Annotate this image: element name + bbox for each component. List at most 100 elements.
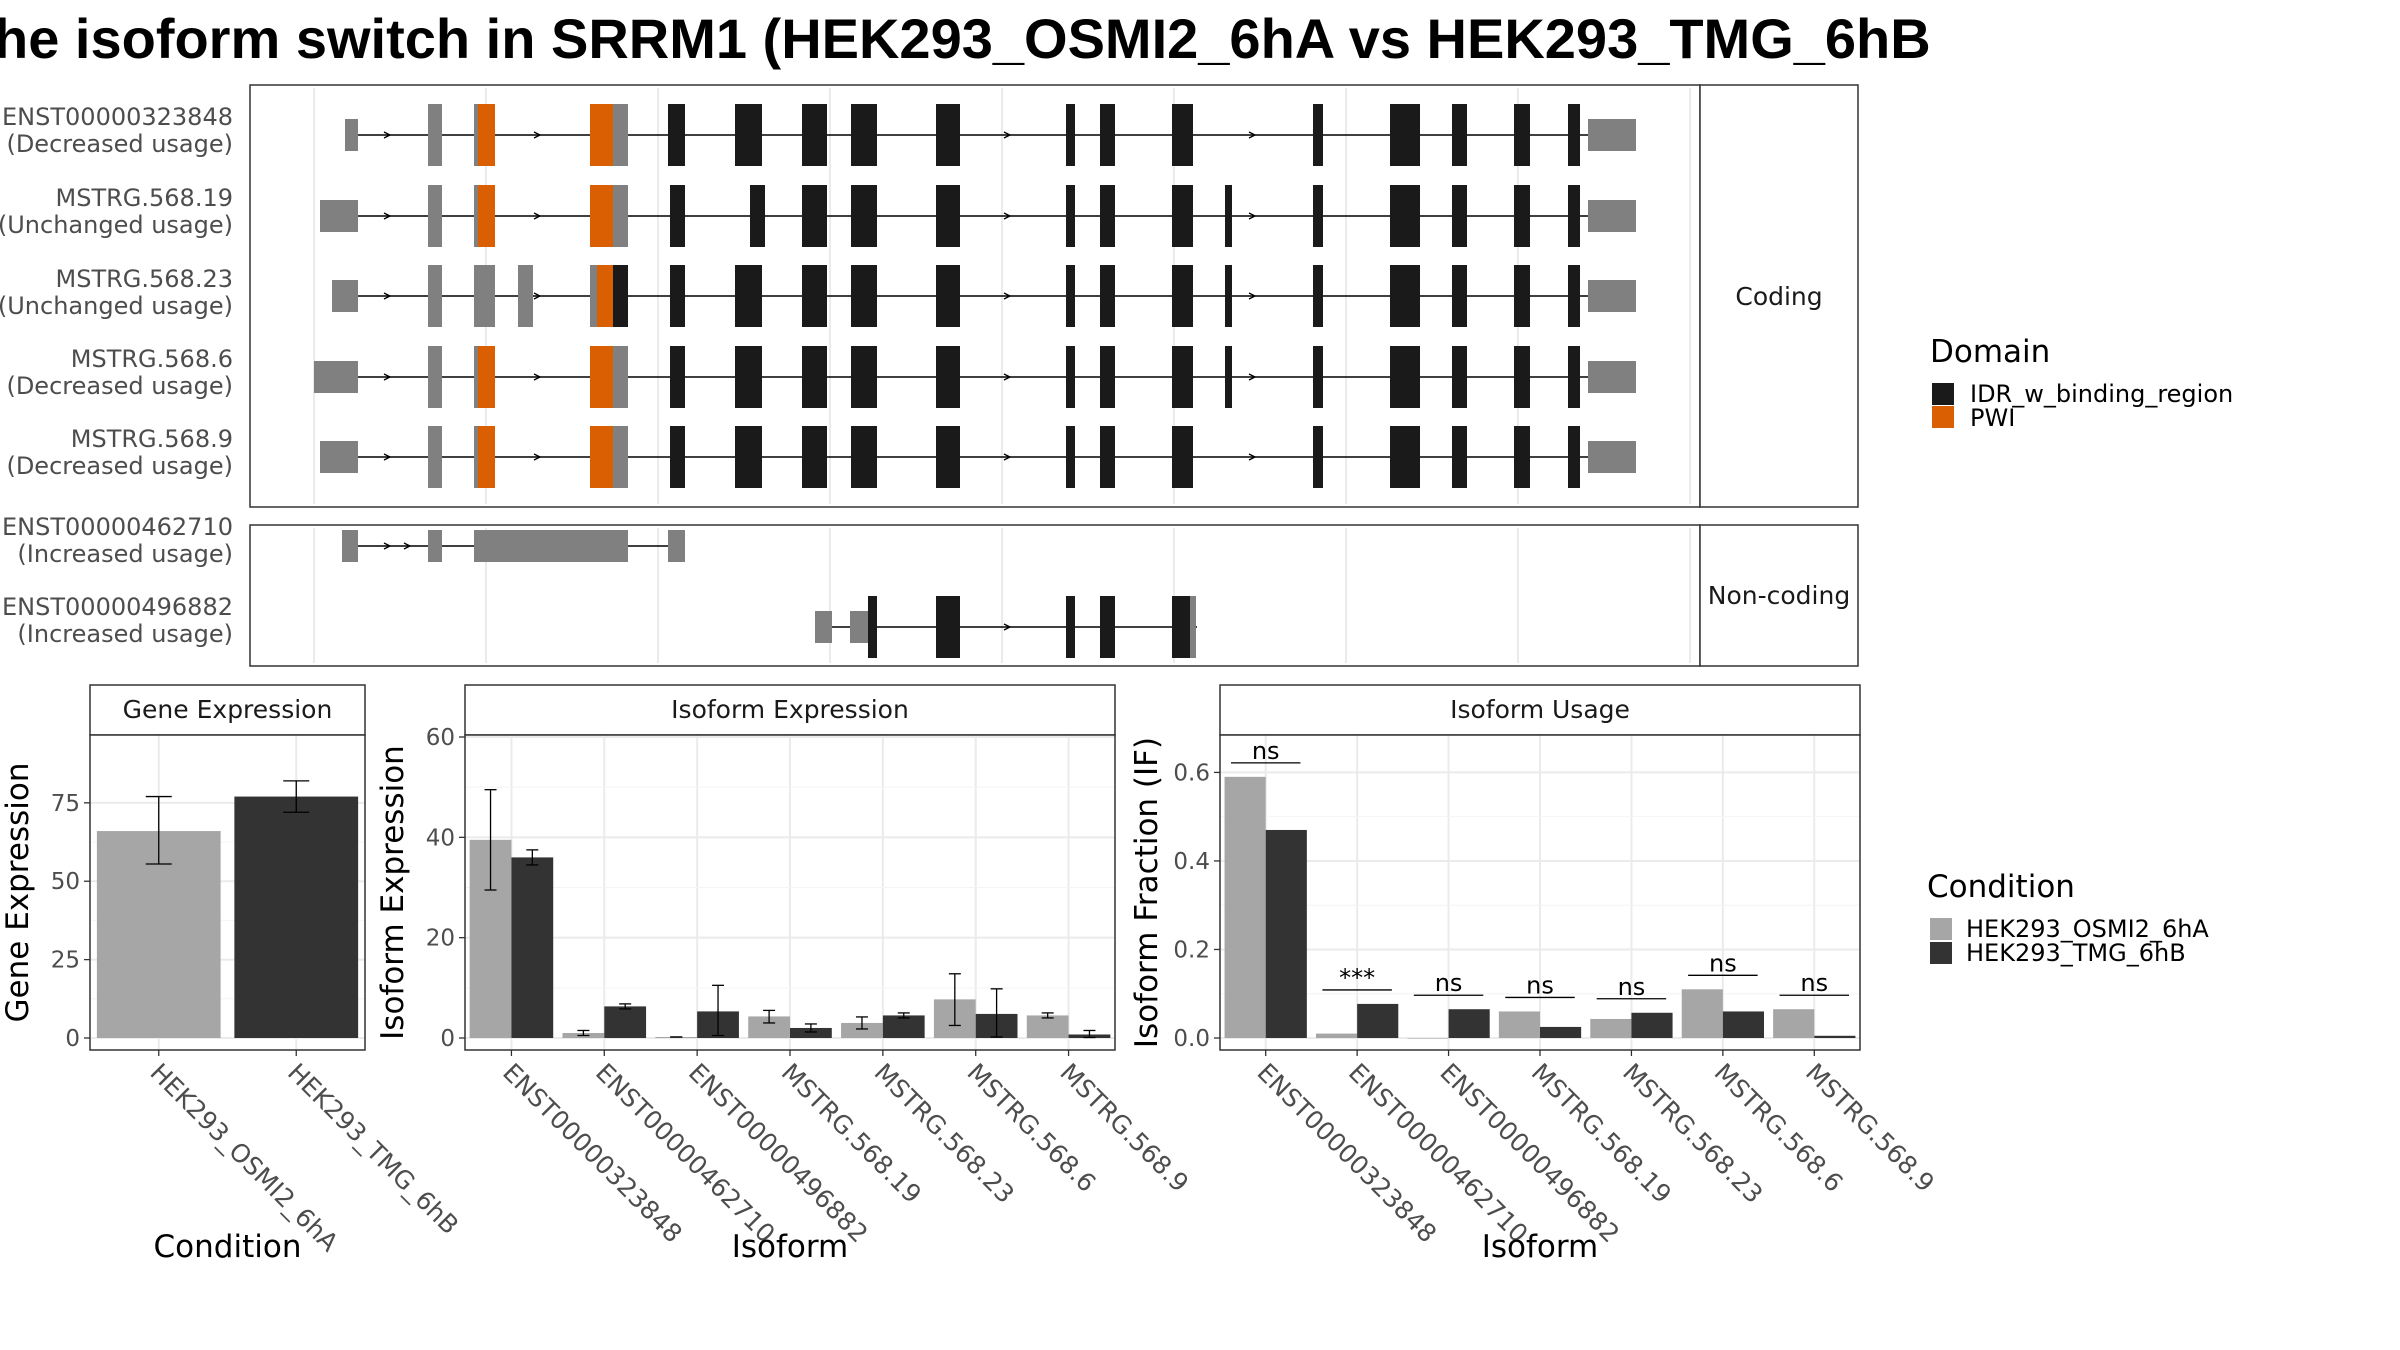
idr-domain-exon bbox=[1514, 346, 1530, 408]
transcript-usage-label: (Decreased usage) bbox=[6, 372, 233, 400]
bar bbox=[1814, 1035, 1856, 1038]
pwi-domain-exon bbox=[478, 346, 495, 408]
legend-swatch-cond-b bbox=[1930, 942, 1952, 964]
legend-label-idr: IDR_w_binding_region bbox=[1970, 380, 2233, 408]
utr-exon bbox=[815, 611, 832, 643]
idr-domain-exon bbox=[1568, 346, 1580, 408]
idr-domain-exon bbox=[1100, 426, 1115, 488]
intron-arrow bbox=[383, 373, 392, 381]
idr-domain-exon bbox=[1514, 265, 1530, 327]
intron-arrow bbox=[383, 292, 392, 300]
y-tick-label: 0.0 bbox=[1173, 1026, 1210, 1052]
idr-domain-exon bbox=[1390, 346, 1420, 408]
bar bbox=[1316, 1033, 1358, 1038]
idr-domain-exon bbox=[851, 104, 877, 166]
idr-domain-exon bbox=[1568, 185, 1580, 247]
bar bbox=[96, 831, 221, 1038]
utr-exon bbox=[613, 104, 628, 166]
significance-label: ns bbox=[1800, 969, 1828, 997]
idr-domain-exon bbox=[1452, 185, 1467, 247]
idr-domain-exon bbox=[1100, 104, 1115, 166]
intron-arrow bbox=[533, 453, 542, 461]
transcript-id-label: ENST00000462710 bbox=[2, 513, 233, 541]
bar bbox=[1631, 1012, 1673, 1038]
transcript-id-label: MSTRG.568.19 bbox=[56, 184, 233, 212]
utr-exon bbox=[474, 426, 478, 488]
transcript-structure-5 bbox=[342, 530, 685, 562]
transcript-usage-label: (Decreased usage) bbox=[6, 130, 233, 158]
utr-exon bbox=[428, 426, 442, 488]
idr-domain-exon bbox=[735, 426, 762, 488]
intron-arrow bbox=[533, 131, 542, 139]
utr-exon bbox=[474, 346, 478, 408]
intron-arrow bbox=[1003, 373, 1012, 381]
utr-exon bbox=[474, 185, 478, 247]
chart-strip-title: Gene Expression bbox=[123, 695, 333, 724]
transcript-usage-label: (Increased usage) bbox=[17, 540, 233, 568]
y-tick-label: 0.2 bbox=[1173, 937, 1210, 963]
idr-domain-exon bbox=[936, 265, 960, 327]
idr-domain-exon bbox=[851, 265, 877, 327]
idr-domain-exon bbox=[1390, 265, 1420, 327]
legend-label-pwi: PWI bbox=[1970, 404, 2015, 432]
bar bbox=[1448, 1009, 1490, 1038]
idr-domain-exon bbox=[1568, 426, 1580, 488]
intron-arrow bbox=[1248, 212, 1257, 220]
idr-domain-exon bbox=[1066, 346, 1075, 408]
utr-exon bbox=[613, 185, 628, 247]
condition-legend: Condition HEK293_OSMI2_6hA HEK293_TMG_6h… bbox=[1927, 869, 2209, 967]
idr-domain-exon bbox=[802, 185, 827, 247]
pwi-domain-exon bbox=[597, 265, 613, 327]
utr-exon bbox=[345, 119, 358, 151]
idr-domain-exon bbox=[1452, 426, 1467, 488]
transcript-structure-4 bbox=[320, 426, 1636, 488]
pwi-domain-exon bbox=[590, 346, 613, 408]
intron-arrow bbox=[533, 292, 542, 300]
utr-exon bbox=[474, 265, 495, 327]
intron-arrow bbox=[1003, 453, 1012, 461]
transcript-structure-3 bbox=[314, 346, 1636, 408]
idr-domain-exon bbox=[1452, 265, 1467, 327]
utr-exon bbox=[428, 104, 442, 166]
idr-domain-exon bbox=[1066, 596, 1075, 658]
y-tick-label: 60 bbox=[426, 725, 455, 751]
intron-arrow bbox=[1248, 292, 1257, 300]
coding-strip-label: Coding bbox=[1735, 282, 1822, 311]
utr-exon bbox=[850, 611, 868, 643]
pwi-domain-exon bbox=[590, 104, 613, 166]
bar bbox=[841, 1022, 883, 1038]
idr-domain-exon bbox=[1100, 346, 1115, 408]
idr-domain-exon bbox=[936, 185, 960, 247]
non-coding-exon bbox=[668, 530, 685, 562]
transcript-structure-2 bbox=[332, 265, 1636, 327]
non-coding-exon bbox=[428, 530, 442, 562]
x-axis-title: Isoform bbox=[732, 1229, 849, 1265]
idr-domain-exon bbox=[1100, 265, 1115, 327]
bar bbox=[1407, 1038, 1449, 1039]
idr-domain-exon bbox=[670, 265, 685, 327]
x-tick-label: ENST00000323848 bbox=[1251, 1058, 1442, 1249]
pwi-domain-exon bbox=[478, 185, 495, 247]
transcript-structure-1 bbox=[320, 185, 1636, 247]
utr-exon bbox=[428, 265, 442, 327]
bar bbox=[1357, 1003, 1399, 1038]
intron-arrow bbox=[533, 212, 542, 220]
legend-swatch-idr bbox=[1932, 383, 1954, 405]
transcript-id-label: MSTRG.568.9 bbox=[71, 425, 233, 453]
idr-domain-exon bbox=[1172, 346, 1193, 408]
bar bbox=[1681, 989, 1723, 1038]
intron-arrow bbox=[533, 373, 542, 381]
intron-arrow bbox=[1003, 212, 1012, 220]
idr-domain-exon bbox=[735, 104, 762, 166]
significance-label: ns bbox=[1252, 737, 1280, 765]
idr-domain-exon bbox=[1313, 346, 1323, 408]
transcript-structure-6 bbox=[815, 596, 1197, 658]
y-tick-label: 0.4 bbox=[1173, 849, 1210, 875]
bar bbox=[1540, 1026, 1582, 1038]
bar bbox=[234, 796, 359, 1038]
significance-label: ns bbox=[1526, 971, 1554, 999]
utr-exon bbox=[1588, 441, 1636, 473]
idr-domain-exon bbox=[868, 596, 877, 658]
bar bbox=[1498, 1011, 1540, 1038]
